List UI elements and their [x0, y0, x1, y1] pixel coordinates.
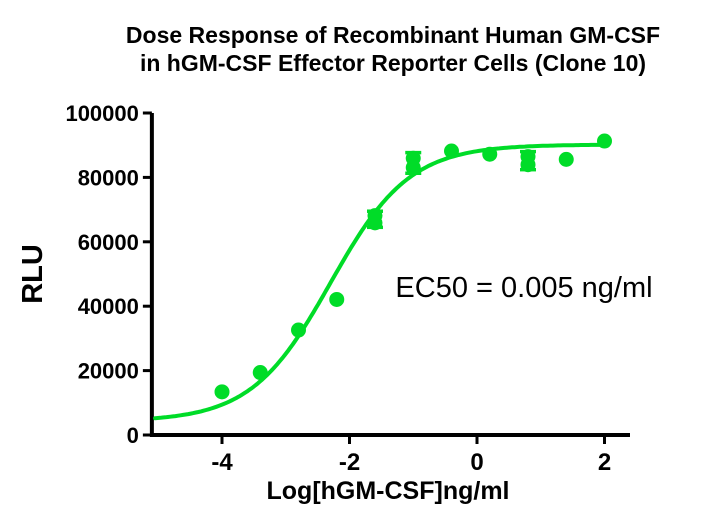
chart-title-line-2: in hGM-CSF Effector Reporter Cells (Clon… [139, 50, 647, 76]
y-tick-label: 60000 [78, 230, 139, 255]
y-tick-label: 40000 [78, 294, 139, 319]
axes: 0 20000 40000 60000 80000 100000 -4 -2 0 2 [65, 101, 630, 476]
data-point [214, 384, 230, 400]
y-tick-label: 80000 [78, 165, 139, 190]
x-tick-label: 0 [470, 449, 483, 476]
fit-curve [153, 142, 606, 421]
data-point [558, 151, 574, 167]
data-point [329, 291, 345, 307]
x-tick-label: 2 [598, 449, 611, 476]
data-point [405, 150, 421, 166]
data-point [444, 143, 459, 159]
x-axis-title: Log[hGM-CSF]ng/ml [267, 477, 510, 505]
y-axis-title: RLU [17, 244, 49, 304]
data-point [482, 146, 498, 162]
data-point [291, 322, 306, 338]
chart-title-line-1: Dose Response of Recombinant Human GM-CS… [125, 22, 661, 48]
x-tick-label: -4 [211, 449, 233, 476]
y-tick-label: 20000 [78, 359, 139, 384]
chart-title: Dose Response of Recombinant Human GM-CS… [64, 21, 722, 77]
y-tick-label: 100000 [65, 101, 138, 126]
sigmoid-curve [153, 142, 606, 421]
x-tick-label: -2 [339, 449, 360, 476]
data-points [214, 133, 612, 400]
data-point [520, 149, 536, 165]
y-tick-label: 0 [127, 423, 139, 448]
data-point [367, 208, 383, 224]
data-point [252, 365, 268, 381]
ec50-annotation: EC50 = 0.005 ng/ml [395, 272, 652, 304]
data-point [597, 133, 612, 149]
